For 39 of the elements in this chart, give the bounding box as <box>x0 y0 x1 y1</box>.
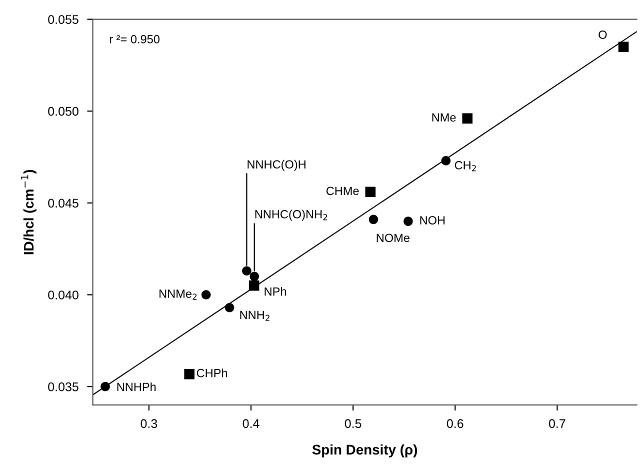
y-tick-label: 0.055 <box>48 15 78 24</box>
point <box>250 272 260 282</box>
annotation: NMe <box>432 113 456 122</box>
y-tick-label: 0.040 <box>48 290 78 300</box>
point <box>368 214 378 224</box>
point <box>242 266 252 276</box>
x-tick-label: 0.6 <box>446 419 464 428</box>
y-tick-label: 0.035 <box>48 382 78 392</box>
annotation: CH$_{2}$ <box>454 161 476 172</box>
y-axis-title: ID/hcl (cm$^{−1}$) <box>21 170 36 254</box>
annotation: CHMe <box>326 186 359 196</box>
point <box>365 186 376 198</box>
annotation: NNMe$_{2}$ <box>160 290 197 300</box>
x-tick-label: 0.3 <box>140 419 158 428</box>
annotation: CHPh <box>196 368 228 378</box>
annotation: NNHC(O)H <box>248 160 306 171</box>
x-tick-label: 0.5 <box>344 419 362 428</box>
point <box>248 280 260 291</box>
y-tick-label: 0.045 <box>48 198 78 208</box>
point <box>404 216 413 226</box>
x-axis-title: Spin Density (ρ) <box>312 444 418 458</box>
annotation: NOMe <box>376 234 410 242</box>
point <box>201 290 211 300</box>
annotation: NNHC(O)NH$_{2}$ <box>255 210 328 221</box>
point <box>618 42 629 52</box>
annotation: r ²= 0.950 <box>110 35 160 44</box>
y-tick-label: 0.050 <box>48 106 78 116</box>
annotation: O <box>598 30 607 39</box>
annotation: NOH <box>420 216 445 224</box>
point <box>184 368 195 380</box>
point <box>100 382 110 392</box>
annotation: NNH$_{2}$ <box>240 310 270 321</box>
point <box>224 302 234 312</box>
point <box>441 156 451 166</box>
x-tick-label: 0.4 <box>242 419 260 428</box>
annotation: NNHPh <box>117 382 156 392</box>
point <box>462 113 473 124</box>
annotation: NPh <box>264 287 286 296</box>
x-tick-label: 0.7 <box>548 419 566 428</box>
